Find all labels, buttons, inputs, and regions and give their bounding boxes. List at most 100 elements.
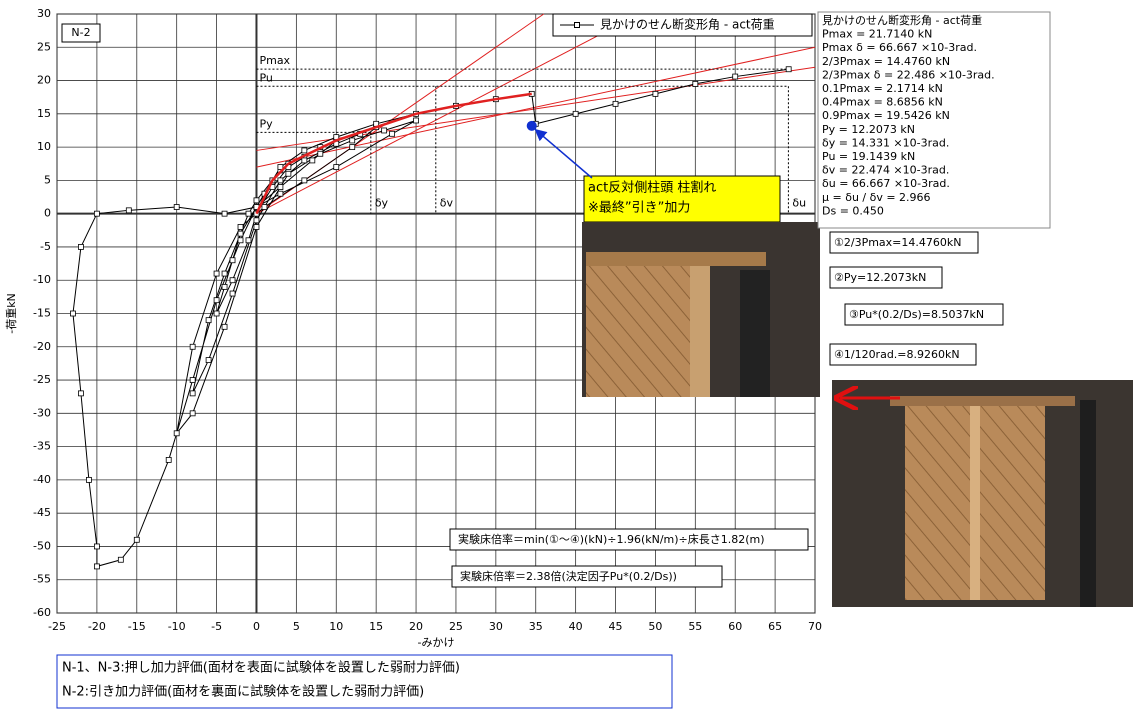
- x-tick-label: 50: [648, 620, 662, 633]
- point: [78, 391, 83, 396]
- y-tick-label: -15: [33, 307, 51, 320]
- ref-label: Pu: [259, 71, 272, 84]
- point: [238, 231, 243, 236]
- y-tick-label: -5: [40, 240, 51, 253]
- stats-line: 0.1Pmax = 2.1714 kN: [822, 82, 943, 95]
- point: [78, 244, 83, 249]
- point: [573, 111, 578, 116]
- point: [254, 198, 259, 203]
- point: [286, 171, 291, 176]
- point: [214, 298, 219, 303]
- x-tick-label: 55: [688, 620, 702, 633]
- photo-2: [832, 380, 1133, 607]
- point: [222, 211, 227, 216]
- point: [118, 557, 123, 562]
- point: [350, 138, 355, 143]
- x-tick-label: 20: [409, 620, 423, 633]
- y-tick-label: -55: [33, 573, 51, 586]
- point: [278, 185, 283, 190]
- point: [94, 544, 99, 549]
- x-tick-label: -5: [211, 620, 222, 633]
- value-box-text: ①2/3Pmax=14.4760kN: [834, 236, 961, 249]
- x-tick-label: 65: [768, 620, 782, 633]
- point: [246, 211, 251, 216]
- ref-label: δy: [375, 197, 389, 210]
- value-boxes: ①2/3Pmax=14.4760kN ②Py=12.2073kN ③Pu*(0.2/…: [830, 232, 1003, 365]
- point: [302, 158, 307, 163]
- point: [206, 318, 211, 323]
- point: [653, 91, 658, 96]
- point: [230, 258, 235, 263]
- point: [126, 208, 131, 213]
- x-tick-label: 10: [329, 620, 343, 633]
- point: [94, 211, 99, 216]
- point: [254, 224, 259, 229]
- point: [334, 165, 339, 170]
- photo-1: [582, 222, 820, 397]
- x-tick-label: 5: [293, 620, 300, 633]
- y-tick-label: -45: [33, 506, 51, 519]
- ref-label: Pmax: [259, 54, 290, 67]
- point: [278, 178, 283, 183]
- legend-marker: [575, 23, 580, 28]
- y-tick-label: -25: [33, 373, 51, 386]
- point: [414, 118, 419, 123]
- value-box-text: ③Pu*(0.2/Ds)=8.5037kN: [849, 308, 984, 321]
- point: [190, 391, 195, 396]
- x-tick-label: -20: [88, 620, 106, 633]
- point: [310, 158, 315, 163]
- ref-label: δv: [440, 197, 454, 210]
- point: [190, 378, 195, 383]
- y-tick-label: 15: [37, 107, 51, 120]
- y-tick-label: 20: [37, 74, 51, 87]
- x-tick-label: 15: [369, 620, 383, 633]
- tag: N-2: [71, 26, 90, 39]
- x-tick-label: 70: [808, 620, 822, 633]
- stats-line: 0.4Pmax = 8.6856 kN: [822, 96, 943, 109]
- point: [230, 291, 235, 296]
- stats-line: 見かけのせん断変形角 - act荷重: [822, 13, 982, 27]
- point: [302, 148, 307, 153]
- point: [733, 74, 738, 79]
- y-tick-label: 10: [37, 140, 51, 153]
- point: [613, 101, 618, 106]
- point: [214, 271, 219, 276]
- formula: 実験床倍率＝2.38倍(決定因子Pu*(0.2/Ds)): [460, 569, 677, 583]
- ref-label: δu: [792, 197, 806, 210]
- stats-line: Pmax δ = 66.667 ×10-3rad.: [822, 41, 977, 54]
- point: [238, 224, 243, 229]
- value-box-text: ②Py=12.2073kN: [834, 271, 926, 284]
- y-tick-label: -30: [33, 406, 51, 419]
- point: [174, 205, 179, 210]
- point: [190, 411, 195, 416]
- stats-line: 2/3Pmax δ = 22.486 ×10-3rad.: [822, 68, 995, 81]
- point: [278, 191, 283, 196]
- y-tick-label: -60: [33, 606, 51, 619]
- point: [254, 218, 259, 223]
- y-tick-label: -35: [33, 440, 51, 453]
- point: [174, 431, 179, 436]
- point: [318, 151, 323, 156]
- point: [134, 537, 139, 542]
- callout-text: act反対側柱頭 柱割れ: [588, 180, 716, 196]
- point: [94, 564, 99, 569]
- y-tick-label: 0: [44, 207, 51, 220]
- point: [390, 131, 395, 136]
- y-tick-label: 30: [37, 7, 51, 20]
- y-axis-title: -荷重kN: [4, 293, 18, 334]
- x-tick-label: 40: [569, 620, 583, 633]
- y-tick-label: -10: [33, 273, 51, 286]
- point: [382, 128, 387, 133]
- x-tick-label: 60: [728, 620, 742, 633]
- x-tick-label: 30: [489, 620, 503, 633]
- y-tick-label: -40: [33, 473, 51, 486]
- point: [70, 311, 75, 316]
- point: [262, 205, 267, 210]
- point: [693, 81, 698, 86]
- point: [86, 477, 91, 482]
- x-tick-label: -10: [168, 620, 186, 633]
- point: [214, 311, 219, 316]
- legend-label: 見かけのせん断変形角 - act荷重: [600, 17, 775, 32]
- x-tick-label: 25: [449, 620, 463, 633]
- formula: 実験床倍率＝min(①～④)(kN)÷1.96(kN/m)÷床長さ1.82(m): [458, 532, 765, 546]
